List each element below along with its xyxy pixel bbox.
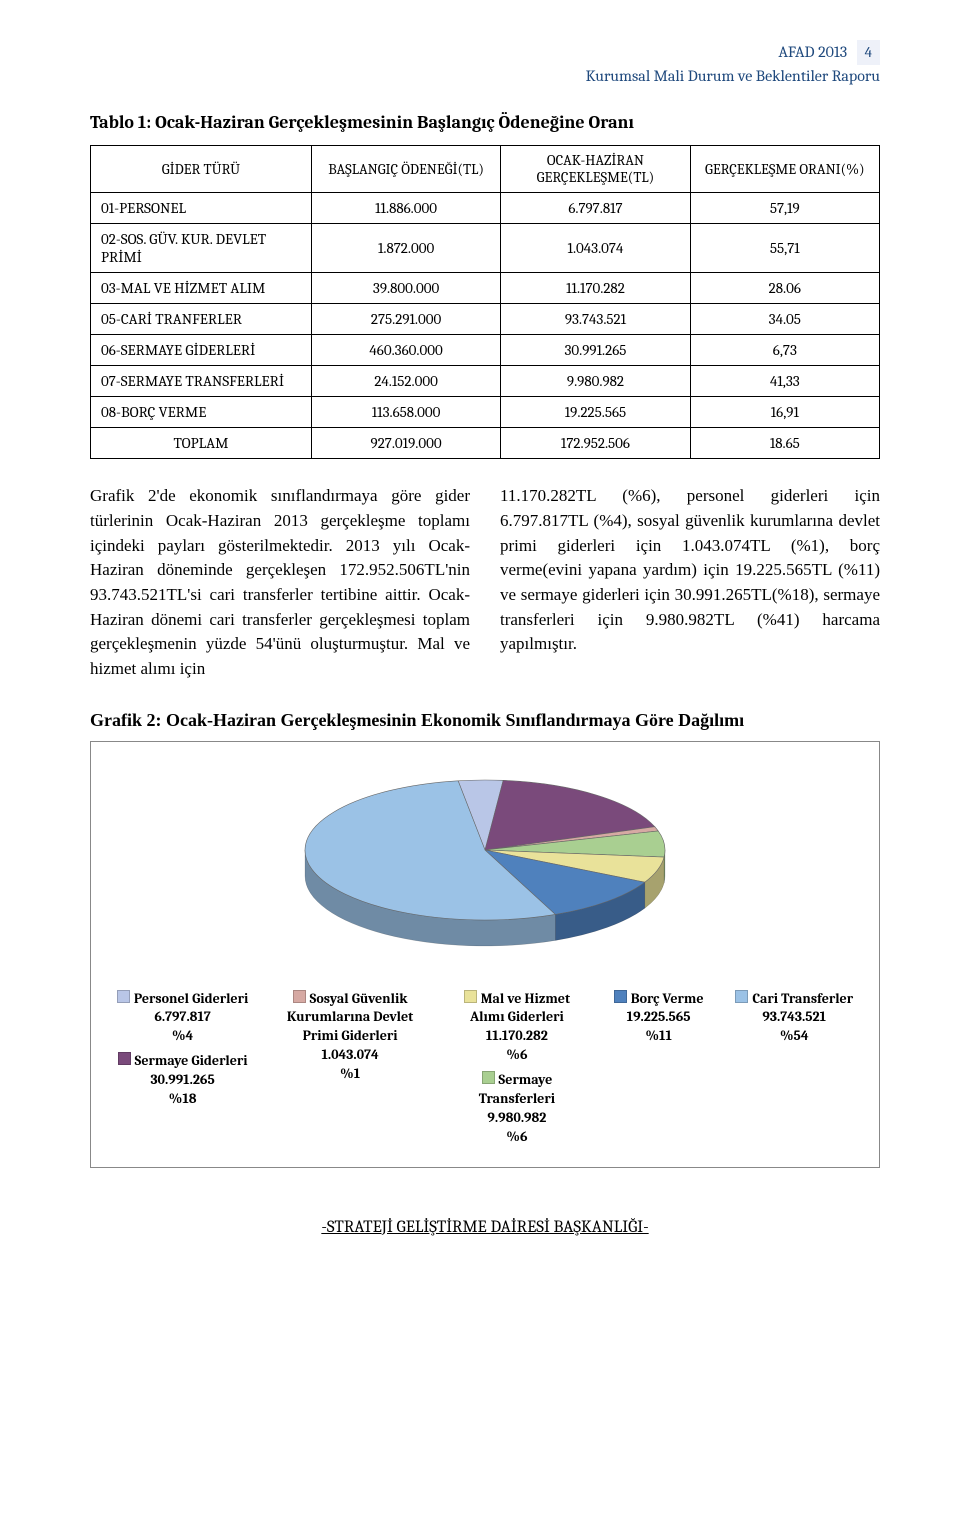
page-footer: -STRATEJİ GELİŞTİRME DAİRESİ BAŞKANLIĞI- [90, 1218, 880, 1237]
legend-item: Sermaye Transferleri9.980.982%6 [452, 1071, 582, 1147]
legend-swatch [117, 990, 130, 1003]
table-cell: 39.800.000 [311, 273, 500, 304]
table-title: Tablo 1: Ocak-Haziran Gerçekleşmesinin B… [90, 112, 880, 133]
page-header: AFAD 2013 4 Kurumsal Mali Durum ve Bekle… [90, 40, 880, 87]
body-text-left: Grafik 2'de ekonomik sınıflandırmaya gör… [90, 484, 470, 681]
legend-value: 1.043.074 [321, 1046, 378, 1063]
legend-value: 30.991.265 [150, 1071, 214, 1088]
table-cell: TOPLAM [91, 428, 312, 459]
table-cell: 1.872.000 [311, 224, 500, 273]
legend-pct: %6 [506, 1046, 527, 1063]
legend-column: Sosyal Güvenlik Kurumlarına Devlet Primi… [276, 990, 424, 1090]
table-cell: 02-SOS. GÜV. KUR. DEVLET PRİMİ [91, 224, 312, 273]
table-cell: 18.65 [690, 428, 879, 459]
table-cell: 460.360.000 [311, 335, 500, 366]
legend-swatch [293, 990, 306, 1003]
table-cell: 01-PERSONEL [91, 193, 312, 224]
table-cell: 6.797.817 [501, 193, 690, 224]
legend-swatch [614, 990, 627, 1003]
legend-pct: %11 [645, 1027, 672, 1044]
body-columns: Grafik 2'de ekonomik sınıflandırmaya gör… [90, 484, 880, 681]
legend-item: Mal ve Hizmet Alımı Giderleri11.170.282%… [452, 990, 582, 1066]
legend-value: 19.225.565 [627, 1008, 691, 1025]
table-row: 08-BORÇ VERME113.658.00019.225.56516,91 [91, 397, 880, 428]
legend-item: Personel Giderleri6.797.817 %4 [117, 990, 248, 1047]
legend-column: Mal ve Hizmet Alımı Giderleri11.170.282%… [448, 990, 586, 1153]
legend-pct: %1 [340, 1065, 360, 1082]
legend-item: Borç Verme19.225.565 %11 [614, 990, 704, 1047]
table-cell: 28.06 [690, 273, 879, 304]
legend-label: Sermaye Giderleri [135, 1052, 248, 1069]
table-cell: 55,71 [690, 224, 879, 273]
legend-swatch [464, 990, 477, 1003]
legend-label: Borç Verme [631, 990, 704, 1007]
legend-swatch [482, 1071, 495, 1084]
legend-value: 6.797.817 [154, 1008, 210, 1025]
legend-value: 93.743.521 [762, 1008, 826, 1025]
table-cell: 30.991.265 [501, 335, 690, 366]
table-row: 01-PERSONEL11.886.0006.797.81757,19 [91, 193, 880, 224]
body-text-right: 11.170.282TL (%6), personel giderleri iç… [500, 484, 880, 681]
pie-chart [101, 760, 869, 970]
legend-column: Borç Verme19.225.565 %11 [610, 990, 708, 1053]
legend-label: Cari Transferler [752, 990, 853, 1007]
table-header-cell: BAŞLANGIÇ ÖDENEĞİ(TL) [311, 146, 500, 193]
legend-pct: %18 [169, 1090, 197, 1107]
chart-container: Personel Giderleri6.797.817 %4 Sermaye Gid… [90, 741, 880, 1168]
table-cell: 6,73 [690, 335, 879, 366]
table-cell: 19.225.565 [501, 397, 690, 428]
table-cell: 172.952.506 [501, 428, 690, 459]
legend-pct: %6 [506, 1128, 527, 1145]
table-cell: 927.019.000 [311, 428, 500, 459]
table-cell: 9.980.982 [501, 366, 690, 397]
legend-pct: %4 [172, 1027, 193, 1044]
table-cell: 03-MAL VE HİZMET ALIM [91, 273, 312, 304]
data-table: GİDER TÜRÜ BAŞLANGIÇ ÖDENEĞİ(TL) OCAK-HA… [90, 145, 880, 459]
table-cell: 05-CARİ TRANFERLER [91, 304, 312, 335]
table-cell: 07-SERMAYE TRANSFERLERİ [91, 366, 312, 397]
table-cell: 06-SERMAYE GİDERLERİ [91, 335, 312, 366]
legend-swatch [735, 990, 748, 1003]
table-cell: 24.152.000 [311, 366, 500, 397]
table-cell: 57,19 [690, 193, 879, 224]
table-row: 02-SOS. GÜV. KUR. DEVLET PRİMİ1.872.0001… [91, 224, 880, 273]
table-header-row: GİDER TÜRÜ BAŞLANGIÇ ÖDENEĞİ(TL) OCAK-HA… [91, 146, 880, 193]
legend-value: 11.170.282 [486, 1027, 548, 1044]
table-row: 05-CARİ TRANFERLER275.291.00093.743.5213… [91, 304, 880, 335]
table-cell: 16,91 [690, 397, 879, 428]
table-cell: 34.05 [690, 304, 879, 335]
legend-swatch [118, 1052, 131, 1065]
chart-title: Grafik 2: Ocak-Haziran Gerçekleşmesinin … [90, 710, 880, 731]
legend-label: Personel Giderleri [134, 990, 248, 1007]
legend-item: Sosyal Güvenlik Kurumlarına Devlet Primi… [280, 990, 420, 1084]
legend-label: Mal ve Hizmet Alımı Giderleri [470, 990, 570, 1026]
table-cell: 11.886.000 [311, 193, 500, 224]
table-cell: 113.658.000 [311, 397, 500, 428]
header-title-1: AFAD 2013 [778, 43, 847, 61]
table-cell: 275.291.000 [311, 304, 500, 335]
page-number: 4 [857, 40, 880, 65]
table-cell: 93.743.521 [501, 304, 690, 335]
chart-legend: Personel Giderleri6.797.817 %4 Sermaye Gid… [101, 990, 869, 1153]
header-title-2: Kurumsal Mali Durum ve Beklentiler Rapor… [90, 65, 880, 87]
table-row: 03-MAL VE HİZMET ALIM39.800.00011.170.28… [91, 273, 880, 304]
legend-value: 9.980.982 [487, 1109, 546, 1126]
table-row: 06-SERMAYE GİDERLERİ460.360.00030.991.26… [91, 335, 880, 366]
table-header-cell: OCAK-HAZİRAN GERÇEKLEŞME(TL) [501, 146, 690, 193]
legend-column: Personel Giderleri6.797.817 %4 Sermaye Gid… [113, 990, 252, 1115]
table-cell: 08-BORÇ VERME [91, 397, 312, 428]
legend-column: Cari Transferler93.743.521 %54 [731, 990, 857, 1053]
table-header-cell: GERÇEKLEŞME ORANI(%) [690, 146, 879, 193]
table-cell: 41,33 [690, 366, 879, 397]
table-row: 07-SERMAYE TRANSFERLERİ24.152.0009.980.9… [91, 366, 880, 397]
table-cell: 1.043.074 [501, 224, 690, 273]
legend-label: Sosyal Güvenlik Kurumlarına Devlet Primi… [287, 990, 413, 1045]
table-cell: 11.170.282 [501, 273, 690, 304]
table-row: TOPLAM927.019.000172.952.50618.65 [91, 428, 880, 459]
table-header-cell: GİDER TÜRÜ [91, 146, 312, 193]
legend-item: Cari Transferler93.743.521 %54 [735, 990, 853, 1047]
legend-pct: %54 [780, 1027, 809, 1044]
legend-item: Sermaye Giderleri 30.991.265 %18 [117, 1052, 248, 1109]
